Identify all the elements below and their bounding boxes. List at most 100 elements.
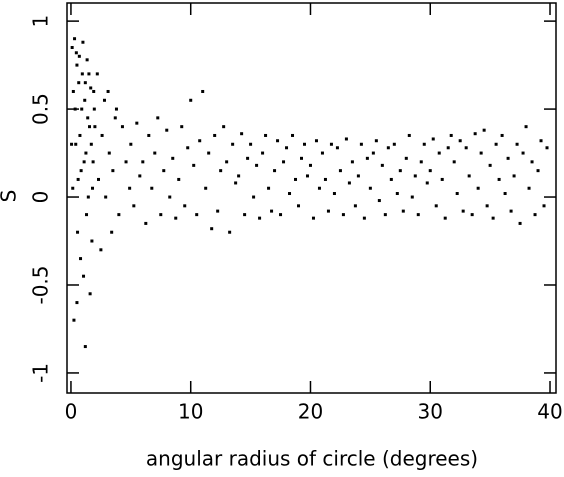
scatter-point [311, 216, 315, 220]
scatter-point [362, 216, 366, 220]
scatter-point [82, 160, 86, 164]
scatter-point [189, 98, 193, 102]
scatter-point [332, 192, 336, 196]
scatter-point [530, 160, 534, 164]
scatter-point [72, 318, 76, 322]
scatter-point [273, 169, 277, 173]
scatter-point [413, 174, 417, 178]
scatter-point [521, 151, 525, 155]
scatter-point [135, 121, 139, 125]
scatter-point [288, 192, 292, 196]
scatter-point [84, 151, 88, 155]
scatter-point [85, 213, 89, 217]
scatter-point [497, 177, 501, 181]
scatter-point [515, 142, 519, 146]
scatter-point [512, 174, 516, 178]
scatter-point [76, 230, 80, 234]
scatter-point [299, 156, 303, 160]
x-tick-label: 30 [418, 400, 443, 424]
scatter-point [246, 156, 250, 160]
scatter-point [102, 98, 106, 102]
scatter-point [419, 160, 423, 164]
scatter-point [237, 174, 241, 178]
scatter-point [156, 116, 160, 120]
scatter-point [192, 163, 196, 167]
scatter-point [276, 139, 280, 143]
y-tick-label: 1 [29, 15, 53, 28]
scatter-point [279, 213, 283, 217]
scatter-point [297, 204, 301, 208]
scatter-point [458, 139, 462, 143]
scatter-point [302, 142, 306, 146]
scatter-point [470, 213, 474, 217]
scatter-point [392, 142, 396, 146]
scatter-point [359, 142, 363, 146]
scatter-point [222, 125, 226, 129]
y-axis-label: S [0, 190, 21, 203]
scatter-point [365, 156, 369, 160]
scatter-point [113, 116, 117, 120]
y-tick-label: -1 [29, 363, 53, 383]
scatter-point [485, 204, 489, 208]
scatter-point [83, 98, 87, 102]
scatter-point [93, 125, 97, 129]
scatter-point [449, 133, 453, 137]
scatter-point [88, 125, 92, 129]
scatter-point [132, 204, 136, 208]
scatter-point [74, 142, 78, 146]
scatter-point [99, 248, 103, 252]
scatter-point [141, 160, 145, 164]
x-axis-label: angular radius of circle (degrees) [146, 447, 478, 471]
x-tick-label: 40 [537, 400, 562, 424]
scatter-point [92, 89, 96, 93]
scatter-point [443, 216, 447, 220]
scatter-point [533, 213, 537, 217]
scatter-point [114, 107, 118, 111]
scatter-point [509, 209, 513, 213]
scatter-point [198, 139, 202, 143]
scatter-point [216, 209, 220, 213]
scatter-point [78, 133, 82, 137]
scatter-point [395, 192, 399, 196]
scatter-point [195, 213, 199, 217]
scatter-point [117, 213, 121, 217]
scatter-point [437, 151, 441, 155]
scatter-point [440, 177, 444, 181]
scatter-point [162, 169, 166, 173]
scatter-point [527, 186, 531, 190]
scatter-point [165, 128, 169, 132]
scatter-point [138, 174, 142, 178]
scatter-point [228, 230, 232, 234]
scatter-point [80, 107, 84, 111]
scatter-point [91, 186, 95, 190]
scatter-point [524, 125, 528, 129]
scatter-point [80, 72, 84, 76]
scatter-point [106, 89, 110, 93]
scatter-point [291, 133, 295, 137]
scatter-point [91, 160, 95, 164]
scatter-point [476, 186, 480, 190]
scatter-point [479, 151, 483, 155]
scatter-point [70, 46, 74, 50]
scatter-point [404, 156, 408, 160]
scatter-point [467, 174, 471, 178]
scatter-point [335, 146, 339, 150]
scatter-point [506, 156, 510, 160]
plot-frame [66, 2, 557, 394]
scatter-point [374, 139, 378, 143]
y-tick-label: 0 [29, 191, 53, 204]
scatter-point [350, 160, 354, 164]
scatter-point [147, 133, 151, 137]
x-tick-label: 0 [65, 400, 78, 424]
scatter-point [264, 133, 268, 137]
y-tick-label: 0.5 [29, 93, 53, 125]
scatter-point [422, 142, 426, 146]
scatter-point [124, 160, 128, 164]
scatter-point [258, 216, 262, 220]
scatter-point [326, 209, 330, 213]
scatter-point [323, 177, 327, 181]
scatter-point [171, 156, 175, 160]
scatter-point [329, 142, 333, 146]
scatter-point [368, 186, 372, 190]
